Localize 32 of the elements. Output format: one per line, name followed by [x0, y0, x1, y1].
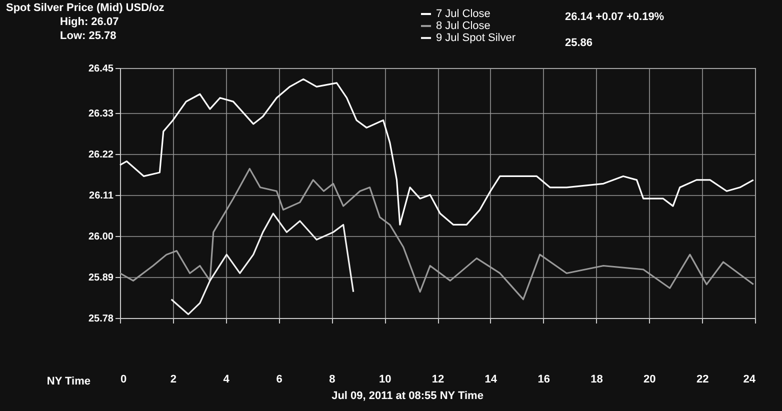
x-tick-label: 10	[378, 374, 392, 386]
text: 25.86	[565, 37, 593, 49]
line-series	[170, 212, 354, 316]
x-tick-label: 16	[538, 374, 550, 386]
text: Low: 25.78	[60, 30, 116, 42]
x-axis-title: NY Time	[46, 376, 90, 388]
legend-label: 9 Jul Spot Silver	[436, 32, 516, 44]
text: Jul 09, 2011 at 08:55 NY Time	[332, 390, 484, 402]
x-tick-label: 14	[484, 374, 498, 386]
x-tick-label: 8	[329, 374, 336, 386]
x-tick-label: 20	[644, 374, 656, 386]
y-tick-label: 25.89	[88, 272, 114, 284]
x-tick-label: 6	[276, 374, 282, 386]
y-tick-label: 26.11	[89, 190, 114, 202]
y-tick-label: 26.33	[88, 108, 114, 120]
y-tick-label: 25.78	[88, 314, 114, 324]
x-tick-label: 24	[743, 374, 756, 386]
x-tick-label: 4	[223, 374, 230, 386]
y-tick-label: 26.45	[88, 64, 114, 74]
x-tick-label: 18	[590, 374, 603, 386]
y-tick-label: 26.00	[88, 231, 114, 242]
chart-title: Spot Silver Price (Mid) USD/oz	[6, 2, 165, 14]
text: 26.14 +0.07 +0.19%	[565, 11, 664, 23]
x-tick-label: 0	[120, 374, 127, 386]
x-tick-label: 22	[696, 374, 709, 386]
text: High: 26.07	[60, 16, 119, 28]
x-tick-label: 2	[170, 374, 176, 386]
line-series	[119, 78, 754, 226]
legend-label: 8 Jul Close	[436, 20, 490, 32]
x-tick-label: 12	[432, 374, 444, 386]
legend-label: 7 Jul Close	[436, 8, 490, 20]
y-tick-label: 26.22	[88, 149, 114, 160]
